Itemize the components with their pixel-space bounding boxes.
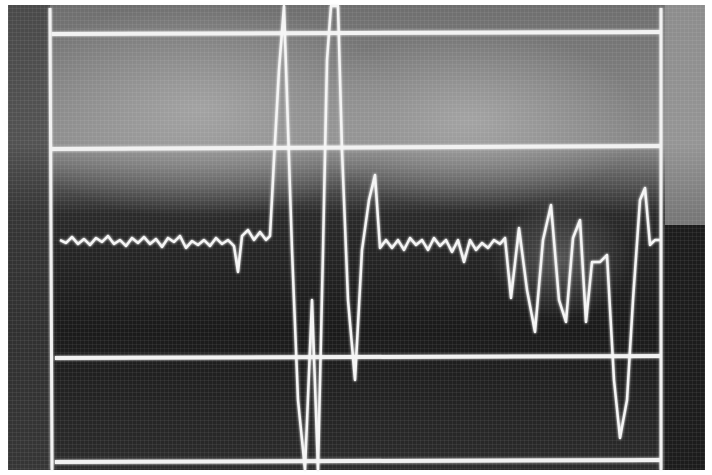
mesh-texture [8,5,705,470]
page [0,0,712,475]
graticule-line [50,8,52,470]
graticule-line [55,356,662,358]
graticule-line [55,460,662,462]
graticule-line [52,32,662,34]
oscilloscope-photo [0,0,712,475]
